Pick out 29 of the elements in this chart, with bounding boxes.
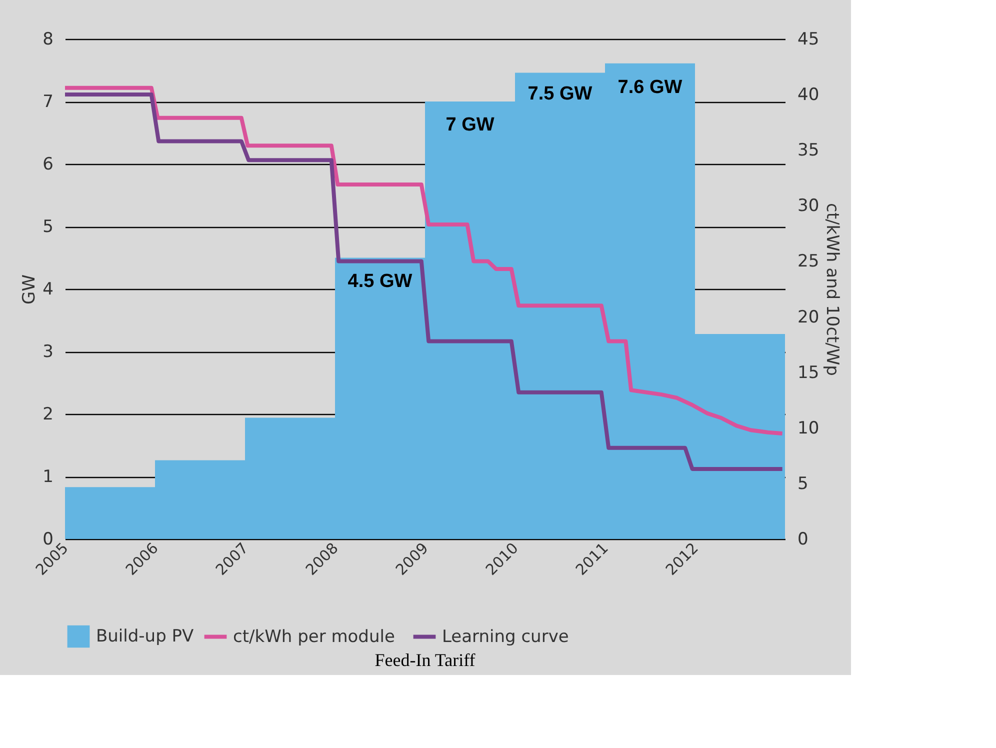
legend-label: ct/kWh per module <box>233 626 395 647</box>
y2-axis-title: ct/kWh and 10ct/Wp <box>822 203 842 376</box>
y2-tick-label: 40 <box>798 85 820 106</box>
y2-tick-label: 25 <box>798 252 820 272</box>
y-tick-label: 3 <box>42 342 54 362</box>
y2-tick-label: 5 <box>798 474 808 494</box>
y-tick-label: 0 <box>42 530 54 550</box>
y-tick-label: 7 <box>42 92 54 112</box>
y-tick-label: 5 <box>42 217 54 237</box>
annotation: 7.6 GW <box>618 77 682 98</box>
annotation: 4.5 GW <box>348 270 412 292</box>
y-tick-label: 1 <box>42 467 54 487</box>
y2-tick-label: 10 <box>798 418 820 438</box>
y2-tick-label: 35 <box>798 140 820 161</box>
y-tick-label: 2 <box>42 404 54 424</box>
y2-tick-label: 0 <box>798 530 808 550</box>
y-axis-title: GW <box>20 274 40 304</box>
y-tick-label: 6 <box>42 154 54 174</box>
legend-label: Learning curve <box>442 626 569 647</box>
annotation: 7.5 GW <box>528 83 592 104</box>
annotation: 7 GW <box>446 114 494 136</box>
legend-label: Build-up PV <box>96 626 194 646</box>
text: Feed-In Tariff <box>374 650 476 670</box>
y2-tick-label: 45 <box>798 30 820 50</box>
y-tick-label: 8 <box>42 30 54 50</box>
y2-tick-label: 15 <box>798 362 820 383</box>
y2-tick-label: 30 <box>798 196 820 216</box>
y2-tick-label: 20 <box>798 307 820 328</box>
y-tick-label: 4 <box>42 280 54 300</box>
